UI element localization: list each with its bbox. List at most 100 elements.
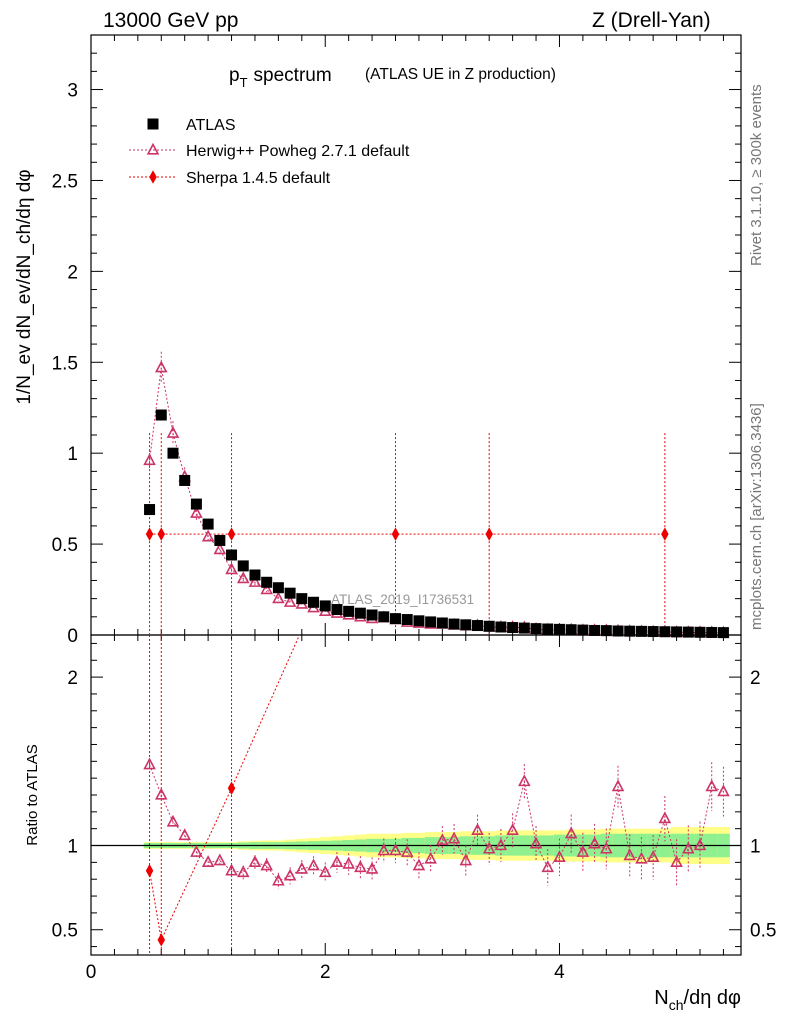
atlas-marker: [343, 605, 355, 617]
atlas-marker: [413, 615, 425, 627]
atlas-marker: [319, 600, 331, 612]
ratio-plot-frame: [90, 634, 742, 956]
atlas-marker: [530, 623, 542, 635]
herwig-ratio-marker: [400, 845, 414, 857]
herwig-ratio-marker: [646, 850, 660, 862]
xlabel-main: N: [654, 987, 668, 1009]
herwig-ratio-marker: [553, 850, 566, 862]
herwig-marker: [236, 571, 250, 584]
herwig-ratio-marker: [459, 853, 473, 866]
legend-atlas-marker: [147, 118, 159, 130]
herwig-marker: [272, 591, 285, 604]
herwig-ratio-marker: [365, 861, 379, 874]
atlas-marker: [635, 625, 647, 637]
atlas-marker: [694, 626, 706, 638]
legend-herwig-marker: [146, 142, 160, 155]
atlas-marker: [706, 626, 718, 638]
sherpa-ratio-marker: [157, 933, 166, 947]
legend: ATLAS Herwig++ Powheg 2.7.1 default Sherpa…: [129, 117, 410, 187]
herwig-ratio-marker: [600, 841, 613, 854]
herwig-ratio-marker: [611, 779, 625, 792]
herwig-ratio-marker: [318, 865, 332, 878]
herwig-ratio-marker: [623, 848, 637, 861]
x-tick-label: 0: [86, 962, 97, 983]
herwig-ratio-marker: [576, 845, 590, 857]
atlas-marker: [378, 611, 390, 623]
legend-label: Herwig++ Powheg 2.7.1 default: [186, 143, 410, 160]
herwig-ratio-marker: [564, 826, 578, 839]
atlas-marker: [495, 621, 507, 633]
atlas-marker: [717, 627, 729, 639]
herwig-ratio-marker: [717, 784, 730, 797]
watermark: ATLAS_2019_I1736531: [331, 592, 474, 607]
herwig-ratio-marker: [178, 828, 191, 841]
atlas-marker: [577, 624, 589, 636]
herwig-ratio-marker: [236, 865, 250, 878]
legend-label: ATLAS: [186, 117, 236, 134]
atlas-marker: [425, 616, 437, 628]
herwig-marker: [201, 529, 215, 542]
herwig-marker: [213, 542, 227, 555]
atlas-marker: [144, 504, 156, 516]
atlas-marker: [565, 624, 577, 636]
main-y-tick-label: 0: [67, 626, 78, 647]
herwig-ratio-marker: [225, 863, 238, 876]
ratio-y-tick-label-left: 1: [67, 837, 78, 858]
atlas-marker: [600, 625, 612, 637]
main-title: pT spectrum: [229, 65, 332, 90]
x-tick-label: 2: [320, 962, 331, 983]
herwig-marker: [248, 575, 262, 587]
herwig-ratio-marker: [377, 843, 391, 856]
herwig-ratio-marker: [471, 823, 484, 836]
atlas-marker: [202, 518, 214, 530]
main-y-tick-label: 0.5: [52, 535, 78, 556]
atlas-marker: [226, 549, 238, 561]
atlas-marker: [354, 607, 366, 619]
atlas-marker: [518, 622, 530, 634]
sherpa-marker: [661, 527, 669, 541]
herwig-ratio-marker: [330, 855, 344, 868]
herwig-ratio-marker: [342, 856, 355, 869]
herwig-ratio-marker: [412, 858, 426, 871]
atlas-marker: [331, 604, 343, 616]
herwig-ratio-marker: [682, 841, 695, 854]
herwig-ratio-marker: [213, 853, 227, 866]
herwig-ratio-marker: [506, 823, 519, 836]
herwig-ratio-marker: [670, 855, 683, 868]
ratio-y-tick-label-right: 1: [750, 837, 761, 858]
legend-label: Sherpa 1.4.5 default: [186, 170, 331, 187]
atlas-marker: [471, 620, 483, 632]
title-main: p: [229, 65, 240, 86]
atlas-marker: [237, 560, 249, 572]
herwig-ratio-marker: [541, 860, 555, 873]
herwig-ratio-marker: [260, 858, 273, 871]
atlas-marker: [507, 622, 519, 634]
ratio-y-axis-label: Ratio to ATLAS: [24, 744, 41, 845]
atlas-marker: [448, 618, 460, 630]
herwig-ratio-marker: [529, 836, 543, 849]
atlas-marker: [272, 582, 284, 594]
herwig-ratio-marker: [154, 787, 168, 800]
atlas-marker: [155, 409, 167, 421]
main-y-tick-label: 1: [67, 444, 78, 465]
atlas-marker: [190, 498, 202, 510]
atlas-marker: [460, 619, 472, 631]
sherpa-ratio-marker: [227, 781, 236, 796]
legend-sherpa-marker: [149, 170, 157, 184]
title-rest: spectrum: [254, 65, 332, 86]
main-subtitle: (ATLAS UE in Z production): [365, 66, 556, 83]
atlas-marker: [624, 625, 636, 637]
xlabel-sub: ch: [669, 997, 684, 1013]
ratio-y-tick-label-right: 0.5: [750, 921, 776, 942]
atlas-marker: [249, 569, 261, 581]
herwig-ratio-marker: [307, 858, 320, 871]
atlas-marker: [296, 593, 308, 605]
atlas-marker: [671, 626, 683, 638]
herwig-marker: [260, 582, 273, 595]
sherpa-ratio-marker: [145, 864, 154, 878]
atlas-marker: [261, 576, 273, 588]
herwig-ratio-marker: [436, 833, 449, 846]
xlabel-rest: /dη dφ: [684, 987, 741, 1009]
data-series: [143, 351, 730, 955]
